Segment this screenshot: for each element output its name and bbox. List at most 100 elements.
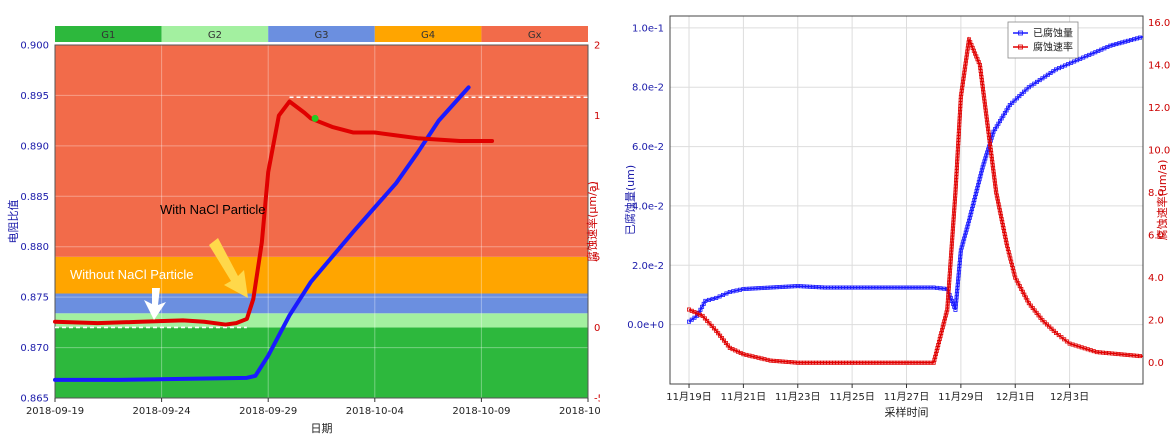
band-strip-g4 (374, 26, 482, 42)
x-tick-label: 2018-10-14 (559, 406, 600, 417)
point-corroded-amount (1007, 103, 1012, 108)
y-left-axis-label: 电阻比值 (7, 200, 20, 244)
y-right-tick-label: 8.0 (1148, 188, 1164, 199)
point-corroded-amount (1012, 98, 1017, 103)
point-corrosion-rate (711, 326, 716, 331)
y-left-tick-label: 0.0e+0 (627, 320, 664, 331)
y-left-tick-label: 4.0e-2 (632, 201, 664, 212)
x-tick-label: 12月3日 (1050, 391, 1089, 403)
series-line-corrosion-rate (53, 99, 495, 327)
legend-swatch-marker (1018, 30, 1023, 36)
y-left-tick-label: 0.895 (20, 91, 49, 102)
point-corrosion-rate (702, 316, 707, 321)
point-corroded-amount (1022, 89, 1027, 94)
point-corrosion-rate (707, 321, 712, 326)
corrosion-chart: 11月19日 11月21日 11月23日 11月25日 11月27日 11月29日 12月1… (623, 15, 1170, 419)
x-tick-label: 11月19日 (666, 391, 711, 403)
point-corrosion-rate (1056, 333, 1061, 338)
point-corrosion-rate (1042, 320, 1047, 325)
annotation-without-nacl: Without NaCl Particle (70, 267, 194, 282)
band-gx (55, 45, 588, 257)
point-corrosion-rate (1062, 337, 1067, 342)
legend-box (1007, 21, 1079, 59)
point-corroded-amount (1014, 96, 1019, 101)
y-left-tick-label: 0.890 (20, 141, 49, 152)
point-corrosion-rate (1137, 354, 1142, 359)
point-corrosion-rate (1059, 335, 1064, 340)
y-right-tick-label: 5 (594, 252, 600, 263)
annotation-with-nacl: With NaCl Particle (160, 202, 265, 217)
y-left-tick-label: 0.900 (20, 41, 49, 52)
point-corrosion-rate (1044, 322, 1049, 327)
legend-entry: 已腐蚀量 (1033, 27, 1073, 40)
band-g2 (55, 313, 588, 328)
y-right-tick-label: 20 (594, 41, 600, 52)
band-strip-g1 (55, 26, 162, 42)
x-tick-label: 2018-09-24 (133, 406, 191, 417)
y-right-axis-label: 腐蚀速率(μm/a) (585, 181, 599, 262)
plot-frame (54, 44, 589, 399)
series-line-resistance (53, 85, 471, 382)
x-axis-label: 采样时间 (885, 405, 929, 419)
point-corrosion-rate (1049, 326, 1054, 331)
series-line-corroded-amount (688, 36, 1144, 323)
point-corrosion-rate (1040, 318, 1045, 323)
resistance-chart: G1 G2 G3 G4 Gx Without NaCl Particle With NaCl… (7, 26, 600, 435)
point-corrosion-rate (1064, 339, 1069, 344)
x-tick-label: 2018-10-09 (452, 406, 510, 417)
y-left-tick-label: 0.865 (20, 394, 49, 405)
y-right-tick-label: 15 (594, 111, 600, 122)
point-corroded-amount (706, 297, 711, 302)
y-right-tick-label: 14.0 (1148, 60, 1170, 71)
y-right-tick-label: 6.0 (1148, 231, 1164, 242)
point-corrosion-rate (1051, 328, 1056, 333)
x-axis-label: 日期 (311, 422, 333, 435)
y-left-tick-label: 8.0e-2 (632, 83, 664, 94)
point-corroded-amount (1010, 100, 1015, 105)
y-right-tick-label: 2.0 (1148, 316, 1164, 327)
y-right-axis-label: 腐蚀速率(um/a) (1155, 160, 1169, 241)
highlight-marker (311, 114, 319, 122)
x-tick-label: 11月25日 (829, 391, 874, 403)
point-corroded-amount (1024, 87, 1029, 92)
arrow-white (144, 288, 166, 320)
point-corrosion-rate (705, 318, 710, 323)
point-corroded-amount (1138, 35, 1143, 40)
x-tick-label: 2018-09-29 (239, 406, 297, 417)
point-corroded-amount (703, 298, 708, 303)
band-g3 (55, 293, 588, 314)
y-right-tick-label: 0 (594, 323, 600, 334)
y-left-tick-label: 1.0e-1 (632, 23, 664, 34)
y-right-tick-label: 10.0 (1148, 146, 1170, 157)
band-g4 (55, 256, 588, 294)
point-corrosion-rate (1054, 330, 1059, 335)
y-right-tick-label: 16.0 (1148, 18, 1170, 29)
band-strip-g2 (161, 26, 269, 42)
y-left-axis-label: 已腐蚀量(um) (623, 165, 637, 235)
y-right-tick-label: 12.0 (1148, 103, 1170, 114)
band-strip-gx (481, 26, 588, 42)
band-strip-label: G1 (101, 30, 115, 41)
y-right-tick-label: 4.0 (1148, 273, 1164, 284)
point-corrosion-rate (709, 323, 714, 328)
y-right-tick-label: 0.0 (1148, 358, 1164, 369)
point-corroded-amount (1017, 94, 1022, 99)
band-strip-label: G3 (314, 30, 328, 41)
band-strip-label: G2 (208, 30, 222, 41)
x-tick-label: 2018-09-19 (26, 406, 84, 417)
point-corroded-amount (1019, 91, 1024, 96)
x-tick-label: 11月23日 (775, 391, 820, 403)
y-left-tick-label: 0.880 (20, 242, 49, 253)
point-corroded-amount (710, 296, 715, 301)
x-tick-label: 11月29日 (938, 391, 983, 403)
y-left-tick-label: 6.0e-2 (632, 142, 664, 153)
x-tick-label: 11月21日 (721, 391, 766, 403)
band-g1 (55, 327, 588, 398)
y-left-tick-label: 0.870 (20, 343, 49, 354)
point-corrosion-rate (1047, 324, 1052, 329)
y-left-tick-label: 2.0e-2 (632, 261, 664, 272)
point-corrosion-rate (700, 313, 705, 318)
band-strip-g3 (268, 26, 375, 42)
arrow-yellow (209, 238, 248, 298)
legend-swatch-marker (1018, 44, 1023, 50)
